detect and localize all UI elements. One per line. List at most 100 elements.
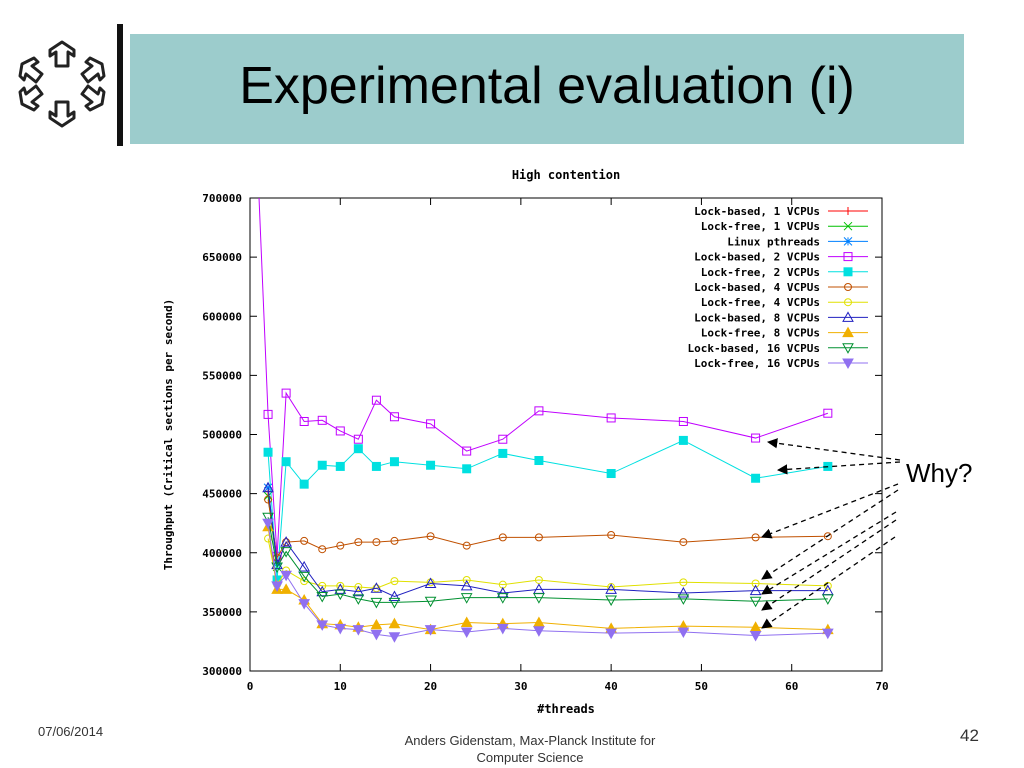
title-divider: [117, 24, 123, 146]
data-point: [298, 560, 311, 572]
data-point: [424, 596, 437, 608]
data-point: [318, 545, 327, 554]
data-point: [607, 531, 616, 540]
y-axis-label: Throughput (Critical sections per second…: [162, 299, 175, 571]
data-point: [496, 623, 509, 635]
x-tick-label: 10: [334, 680, 347, 693]
data-point: [533, 626, 545, 637]
data-point: [263, 447, 273, 457]
data-point: [496, 593, 509, 604]
data-point: [271, 581, 283, 592]
throughput-chart: High contention #threads Throughput (Criti…: [162, 168, 889, 716]
legend-label: Lock-free, 8 VCPUs: [701, 327, 820, 340]
data-point: [352, 625, 365, 636]
data-point: [749, 584, 762, 596]
data-point: [605, 583, 617, 594]
data-point: [353, 434, 363, 444]
series-line: [267, 439, 828, 580]
data-point: [751, 433, 761, 443]
why-annotation: Why?: [906, 458, 973, 488]
data-point: [370, 618, 383, 630]
data-point: [534, 533, 543, 542]
data-point: [298, 571, 311, 583]
data-point: [677, 627, 690, 639]
data-point: [460, 627, 473, 639]
data-point: [300, 536, 309, 545]
data-point: [372, 538, 381, 547]
data-point: [352, 585, 365, 597]
data-point: [498, 434, 508, 444]
data-point: [749, 631, 762, 642]
data-point: [300, 577, 309, 586]
data-point: [264, 495, 273, 504]
data-point: [299, 479, 309, 489]
legend-label: Lock-free, 16 VCPUs: [694, 357, 820, 370]
data-point: [534, 456, 544, 466]
y-tick-label: 350000: [202, 606, 242, 619]
x-tick-label: 40: [605, 680, 618, 693]
data-point: [263, 483, 273, 493]
legend-marker: [843, 252, 853, 262]
data-point: [388, 590, 401, 602]
data-point: [354, 538, 363, 547]
data-point: [262, 518, 274, 530]
data-point: [426, 419, 436, 429]
data-point: [389, 457, 399, 467]
data-point: [372, 584, 381, 593]
data-point: [606, 469, 616, 479]
legend-marker: [842, 311, 854, 322]
x-tick-label: 20: [424, 680, 437, 693]
data-point: [462, 446, 472, 456]
series-line: [267, 538, 828, 589]
series-line: [258, 197, 828, 557]
data-point: [426, 460, 436, 470]
data-point: [533, 593, 545, 604]
data-point: [334, 589, 347, 601]
x-tick-label: 70: [875, 680, 888, 693]
series-line: [267, 499, 828, 559]
data-point: [334, 583, 347, 594]
legend-label: Lock-based, 4 VCPUs: [694, 281, 820, 294]
title-band: Experimental evaluation (i): [130, 34, 964, 144]
data-point: [534, 406, 544, 416]
data-point: [605, 595, 617, 607]
data-point: [678, 416, 688, 426]
legend-marker: [843, 221, 853, 231]
legend-label: Linux pthreads: [727, 235, 820, 248]
y-tick-label: 450000: [202, 488, 242, 501]
data-point: [262, 481, 274, 493]
data-point: [390, 536, 399, 545]
data-point: [751, 473, 761, 483]
data-point: [677, 586, 690, 598]
data-point: [371, 395, 381, 405]
data-point: [371, 461, 381, 471]
data-point: [271, 558, 283, 570]
data-point: [335, 461, 345, 471]
legend-label: Lock-free, 1 VCPUs: [701, 220, 820, 233]
data-point: [462, 575, 471, 584]
data-point: [533, 583, 545, 594]
x-tick-label: 30: [514, 680, 527, 693]
chart-title: High contention: [512, 168, 620, 182]
x-axis-label: #threads: [537, 702, 595, 716]
data-point: [426, 532, 435, 541]
data-point: [298, 599, 311, 610]
data-point: [823, 461, 833, 471]
data-point: [299, 416, 309, 426]
data-point: [749, 596, 762, 608]
footer-author-line2: Computer Science: [476, 750, 584, 765]
data-point: [823, 408, 833, 418]
data-point: [460, 616, 473, 628]
data-point: [605, 628, 617, 640]
legend-label: Lock-based, 8 VCPUs: [694, 311, 820, 324]
data-point: [370, 629, 383, 641]
data-point: [317, 460, 327, 470]
legend-label: Lock-based, 16 VCPUs: [688, 342, 820, 355]
footer-author: Anders Gidenstam, Max-Planck Institute f…: [370, 732, 690, 766]
x-tick-label: 0: [247, 680, 254, 693]
data-point: [280, 547, 292, 558]
data-point: [424, 577, 437, 588]
y-tick-label: 700000: [202, 192, 242, 205]
data-point: [334, 623, 347, 635]
series-line: [267, 526, 828, 631]
